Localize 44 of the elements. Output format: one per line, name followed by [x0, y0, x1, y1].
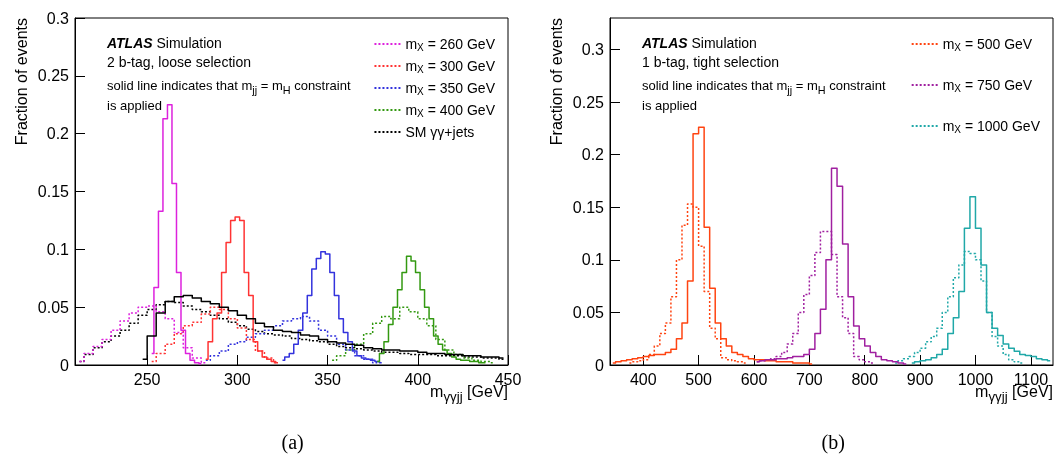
y-tick-label: 0.2 — [46, 125, 70, 143]
text: 2 b-tag, loose selection — [107, 54, 251, 70]
legend-label: mX = 500 GeV — [942, 36, 1033, 53]
legend-label: mX = 350 GeV — [405, 80, 496, 97]
x-axis-title: m$_{γγjj}$ [GeV] — [430, 383, 508, 405]
text: (b) — [821, 431, 845, 454]
y-tick-label: 0.05 — [37, 298, 70, 316]
y-tick-label: 0.15 — [572, 198, 605, 216]
y-tick-label: 0.3 — [46, 9, 70, 27]
legend-label: mX = 300 GeV — [405, 58, 496, 75]
x-tick-label: 900 — [906, 370, 934, 388]
x-tick-label: 250 — [133, 370, 161, 388]
y-tick-label: 0.25 — [572, 93, 605, 111]
y-tick-label: 0.1 — [581, 251, 605, 269]
text: solid line indicates that m$_{jj}$ = m$_{H}$ constraint is applied — [642, 78, 886, 113]
text: solid line indicates that m$_{jj}$ = m$_{H}$ constraint is applied — [107, 78, 351, 113]
y-tick-label: 0.3 — [581, 41, 605, 59]
x-tick-label: 1000 — [957, 370, 994, 388]
y-tick-label: 0 — [60, 356, 70, 374]
x-tick-label: 400 — [404, 370, 432, 388]
text: (a) — [281, 431, 304, 454]
x-tick-label: 300 — [224, 370, 251, 388]
legend-label: mX = 400 GeV — [405, 102, 496, 119]
y-tick-label: 0.25 — [37, 67, 70, 85]
y-tick-label: 0 — [595, 356, 605, 374]
legend-label: SM γγ+jets — [405, 124, 475, 140]
text: 1 b-tag, tight selection — [642, 54, 779, 70]
legend-label: mX = 1000 GeV — [942, 118, 1041, 135]
y-tick-label: 0.05 — [572, 303, 605, 321]
y-tick-label: 0.15 — [37, 183, 70, 200]
y-axis-title: Fraction of events — [12, 18, 30, 146]
legend-label: mX = 260 GeV — [405, 36, 496, 53]
x-tick-label: 700 — [796, 370, 823, 388]
x-tick-label: 500 — [685, 370, 713, 388]
x-tick-label: 800 — [851, 370, 879, 388]
x-tick-label: 600 — [740, 370, 768, 388]
y-tick-label: 0.2 — [581, 146, 605, 164]
y-tick-label: 0.1 — [46, 240, 70, 258]
x-tick-label: 350 — [314, 370, 342, 388]
text: ATLAS Simulation — [641, 35, 757, 51]
x-tick-label: 400 — [629, 370, 657, 388]
y-axis-title: Fraction of events — [547, 18, 565, 146]
legend-label: mX = 750 GeV — [942, 77, 1033, 94]
text: ATLAS Simulation — [106, 35, 222, 51]
